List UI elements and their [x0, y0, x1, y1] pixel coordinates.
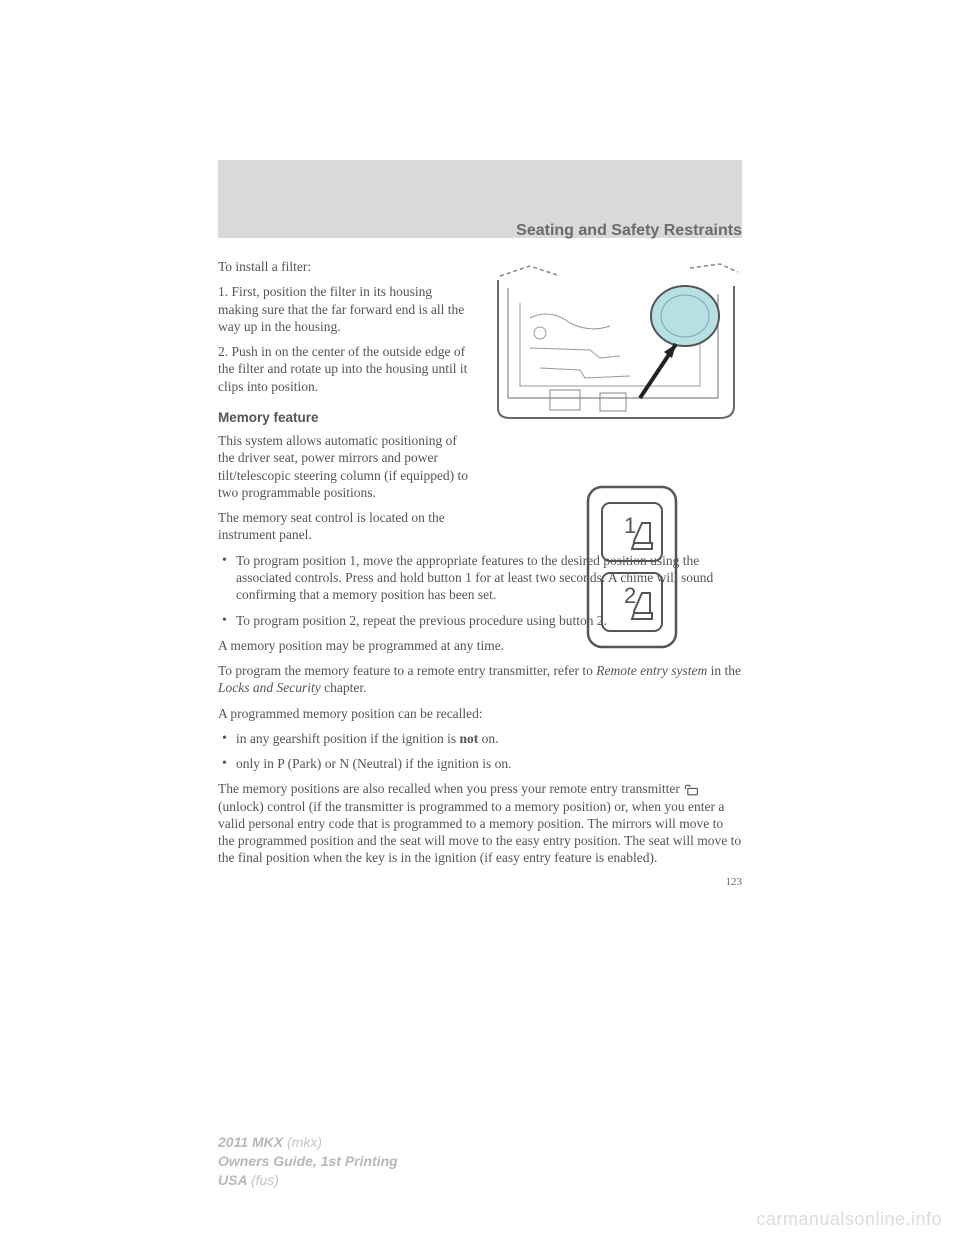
recall-li1c: on. [478, 731, 498, 746]
recall-li2: only in P (Park) or N (Neutral) if the i… [218, 755, 742, 772]
memory-p4a: To program the memory feature to a remot… [218, 663, 596, 678]
memory-p4d: Locks and Security [218, 680, 321, 695]
watermark: carmanualsonline.info [756, 1209, 942, 1230]
unlock-icon [683, 784, 699, 796]
memory-p4c: in the [707, 663, 741, 678]
memory-p5: A programmed memory position can be reca… [218, 705, 742, 722]
memory-p6b: (unlock) control (if the transmitter is … [218, 799, 741, 866]
page-content: To install a filter: 1. First, position … [218, 258, 742, 875]
recall-li1b: not [459, 731, 478, 746]
step-2: 2. Push in on the center of the outside … [218, 343, 473, 395]
footer-model: 2011 MKX [218, 1134, 287, 1150]
svg-text:1: 1 [624, 513, 636, 538]
figure-filter-install [490, 258, 742, 430]
footer-model-code: (mkx) [287, 1134, 322, 1150]
memory-p6: The memory positions are also recalled w… [218, 780, 742, 866]
recall-li1: in any gearshift position if the ignitio… [218, 730, 742, 747]
memory-li2: To program position 2, repeat the previo… [218, 612, 742, 629]
footer-line3: USA (fus) [218, 1171, 398, 1190]
step-1: 1. First, position the filter in its hou… [218, 283, 473, 335]
memory-p4e: chapter. [321, 680, 367, 695]
recall-list: in any gearshift position if the ignitio… [218, 730, 742, 773]
memory-p1: This system allows automatic positioning… [218, 432, 473, 501]
page-number: 123 [726, 875, 743, 889]
memory-program-list: To program position 1, move the appropri… [218, 552, 742, 629]
section-title: Seating and Safety Restraints [516, 222, 742, 240]
memory-p2: The memory seat control is located on th… [218, 509, 473, 544]
recall-li1a: in any gearshift position if the ignitio… [236, 731, 459, 746]
footer-region-code: (fus) [251, 1172, 279, 1188]
intro-text: To install a filter: [218, 258, 473, 275]
memory-li1: To program position 1, move the appropri… [218, 552, 742, 604]
footer-region: USA [218, 1172, 251, 1188]
memory-p4: To program the memory feature to a remot… [218, 662, 742, 697]
memory-p6a: The memory positions are also recalled w… [218, 781, 683, 796]
footer-line2: Owners Guide, 1st Printing [218, 1152, 398, 1171]
footer-line1: 2011 MKX (mkx) [218, 1133, 398, 1152]
footer: 2011 MKX (mkx) Owners Guide, 1st Printin… [218, 1133, 398, 1190]
memory-p4b: Remote entry system [596, 663, 707, 678]
